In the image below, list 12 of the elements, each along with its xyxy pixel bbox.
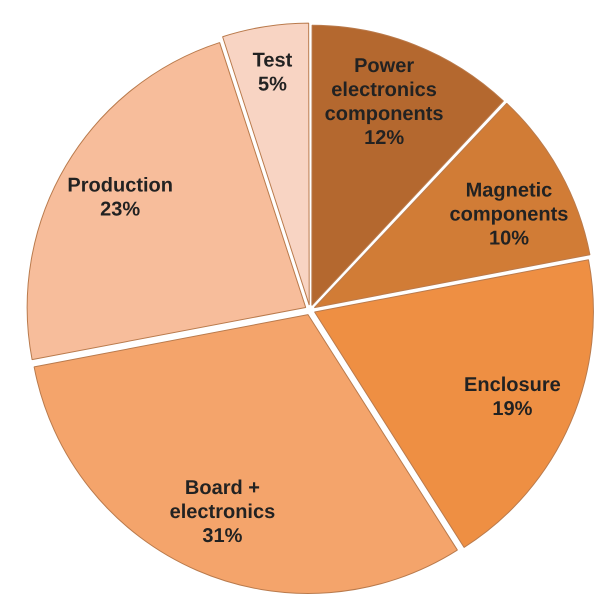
data-label: 10% [488, 228, 530, 250]
data-label: 23% [100, 198, 140, 220]
data-label: 19% [492, 398, 533, 420]
slice-label: Enclosure [464, 374, 561, 396]
slice-label: Production [67, 174, 173, 196]
data-label: 31% [202, 524, 243, 547]
slice-label: Magnetic components [450, 180, 568, 226]
slice-label: Board + electronics [170, 476, 276, 523]
slice-label: Power electronics components [324, 54, 444, 125]
data-label: 12% [364, 126, 404, 149]
data-label: 5% [258, 73, 288, 96]
slice-label: Test [252, 49, 293, 72]
